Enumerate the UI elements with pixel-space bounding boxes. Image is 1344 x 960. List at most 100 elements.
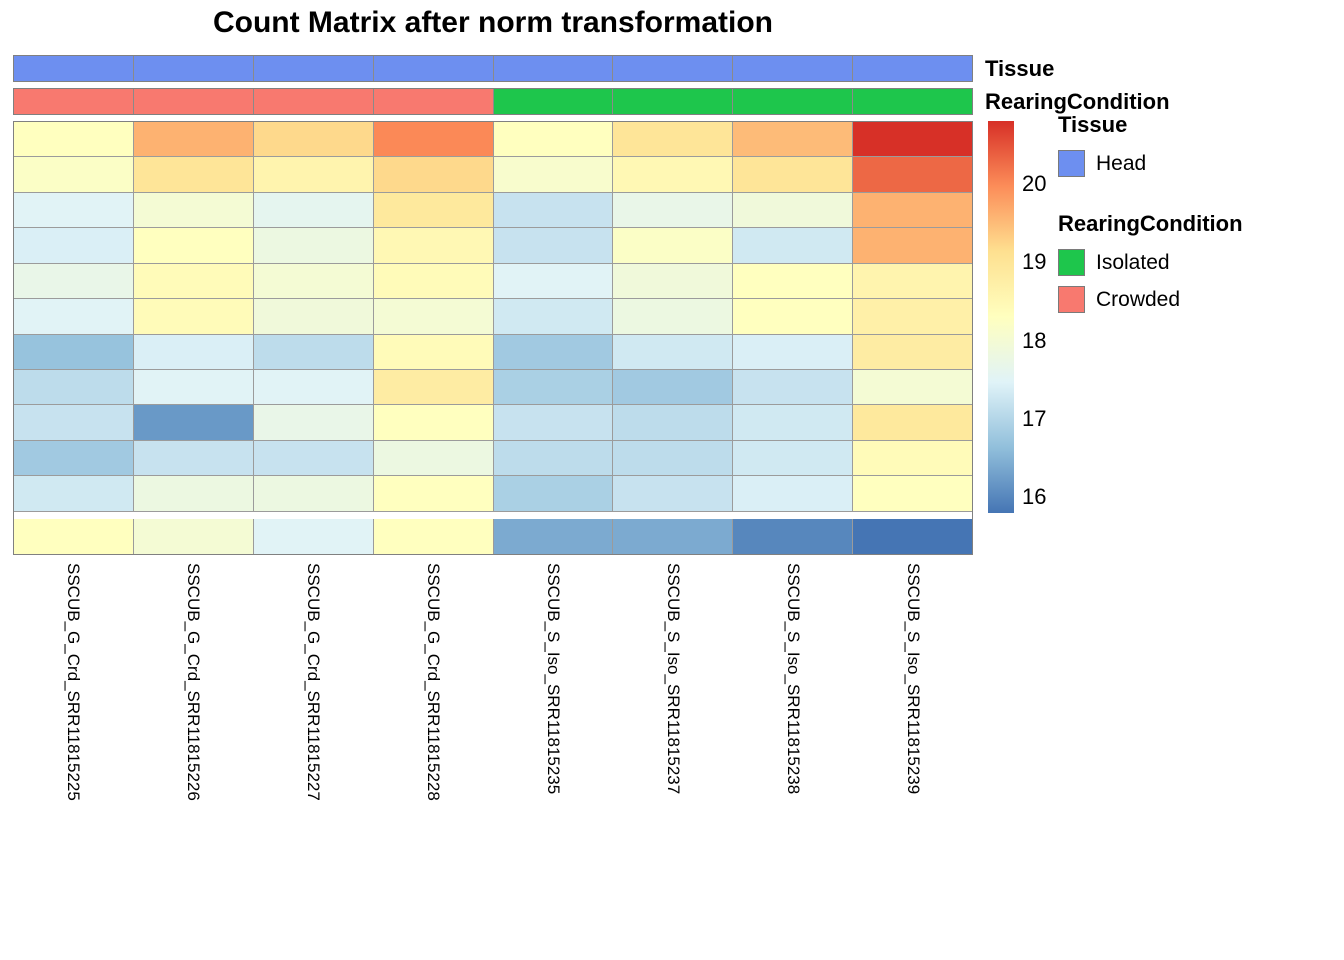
heatmap-cell — [373, 369, 494, 406]
row-gap — [14, 511, 972, 519]
legend-item-isolated: Isolated — [1058, 249, 1243, 276]
heatmap-cell — [133, 476, 254, 512]
legend-panel: Tissue Head RearingCondition Isolated Cr… — [1058, 112, 1243, 323]
heatmap-cell — [733, 192, 854, 229]
rearing-annotation-label: RearingCondition — [985, 88, 1170, 114]
heatmap-cell — [613, 122, 734, 158]
heatmap-cell — [373, 405, 494, 441]
heatmap-cell — [733, 157, 854, 193]
legend-item-head: Head — [1058, 150, 1243, 177]
annotation-cell — [373, 56, 494, 81]
legend-item-label: Head — [1096, 151, 1147, 175]
heatmap-cell — [14, 192, 134, 229]
heatmap-cell — [733, 518, 854, 555]
heatmap-row — [14, 263, 972, 300]
annotation-cell — [133, 89, 254, 114]
heatmap-cell — [613, 369, 734, 406]
legend-tissue-title: Tissue — [1058, 112, 1128, 137]
heatmap-cell — [493, 157, 614, 193]
heatmap-row — [14, 299, 972, 335]
heatmap-cell — [253, 405, 374, 441]
heatmap-cell — [373, 122, 494, 158]
heatmap-row — [14, 192, 972, 229]
colorbar-tick-label: 18 — [1022, 327, 1047, 353]
heatmap-cell — [14, 518, 134, 555]
heatmap-cell — [613, 334, 734, 370]
heatmap-cell — [373, 192, 494, 229]
heatmap-cell — [373, 334, 494, 370]
heatmap-cell — [253, 334, 374, 370]
annotation-cell — [613, 56, 734, 81]
heatmap-cell — [493, 440, 614, 477]
annotation-cell — [613, 89, 734, 114]
heatmap-cell — [853, 369, 972, 406]
heatmap-cell — [853, 192, 972, 229]
column-label: SSCUB_G_Crd_SRR11815225 — [63, 563, 83, 801]
column-label: SSCUB_S_Iso_SRR11815235 — [543, 563, 563, 795]
colorbar-tick-label: 16 — [1022, 484, 1047, 510]
annotation-cell — [493, 56, 614, 81]
column-label: SSCUB_S_Iso_SRR11815239 — [903, 563, 923, 795]
heatmap-cell — [853, 122, 972, 158]
heatmap-cell — [733, 228, 854, 264]
column-label: SSCUB_G_Crd_SRR11815226 — [183, 563, 203, 801]
annotation-cell — [253, 89, 374, 114]
heatmap-cell — [253, 263, 374, 300]
annotation-cell — [493, 89, 614, 114]
heatmap-cell — [14, 122, 134, 158]
heatmap-cell — [14, 476, 134, 512]
heatmap-cell — [14, 157, 134, 193]
annotation-cell — [853, 89, 972, 114]
heatmap-cell — [733, 440, 854, 477]
heatmap-cell — [733, 476, 854, 512]
heatmap-cell — [133, 334, 254, 370]
heatmap-row — [14, 518, 972, 555]
heatmap-cell — [373, 440, 494, 477]
colorbar — [988, 121, 1014, 513]
heatmap-cell — [733, 334, 854, 370]
heatmap-row — [14, 157, 972, 193]
heatmap-row — [14, 405, 972, 441]
legend-item-label: Isolated — [1096, 250, 1170, 274]
annotation-cell — [14, 56, 134, 81]
annotation-cell — [253, 56, 374, 81]
heatmap-cell — [373, 476, 494, 512]
heatmap-cell — [613, 440, 734, 477]
heatmap-cell — [253, 518, 374, 555]
rearing-annotation-bar — [13, 88, 973, 115]
legend-item-crowded: Crowded — [1058, 286, 1243, 313]
heatmap-cell — [853, 440, 972, 477]
heatmap-row — [14, 228, 972, 264]
heatmap-cell — [493, 369, 614, 406]
column-labels: SSCUB_G_Crd_SRR11815225 SSCUB_G_Crd_SRR11… — [13, 563, 973, 955]
colorbar-tick-label: 17 — [1022, 405, 1047, 431]
heatmap-cell — [253, 440, 374, 477]
annotation-cell — [373, 89, 494, 114]
heatmap-row — [14, 334, 972, 370]
crowded-color-swatch — [1058, 286, 1085, 313]
annotation-cell — [733, 56, 854, 81]
heatmap-cell — [853, 157, 972, 193]
heatmap-cell — [373, 228, 494, 264]
chart-title: Count Matrix after norm transformation — [212, 6, 774, 39]
heatmap-cell — [133, 228, 254, 264]
heatmap-cell — [133, 440, 254, 477]
heatmap-cell — [133, 263, 254, 300]
heatmap-cell — [253, 299, 374, 335]
heatmap-cell — [853, 334, 972, 370]
heatmap-cell — [253, 157, 374, 193]
heatmap-cell — [613, 476, 734, 512]
heatmap-row — [14, 122, 972, 158]
heatmap-cell — [853, 263, 972, 300]
heatmap-cell — [14, 440, 134, 477]
heatmap-cell — [733, 122, 854, 158]
heatmap-cell — [733, 299, 854, 335]
heatmap-cell — [493, 299, 614, 335]
heatmap-cell — [14, 228, 134, 264]
annotation-cell — [133, 56, 254, 81]
heatmap-cell — [613, 518, 734, 555]
heatmap-cell — [14, 263, 134, 300]
heatmap-cell — [613, 228, 734, 264]
head-color-swatch — [1058, 150, 1085, 177]
